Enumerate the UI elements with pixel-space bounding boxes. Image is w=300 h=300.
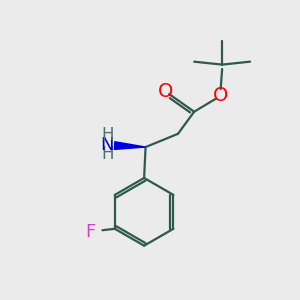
Text: H: H [101,126,114,144]
Text: H: H [101,146,114,164]
Text: O: O [158,82,173,101]
Text: F: F [85,223,96,241]
Text: O: O [213,86,228,105]
Text: N: N [100,136,114,154]
Polygon shape [115,142,146,149]
